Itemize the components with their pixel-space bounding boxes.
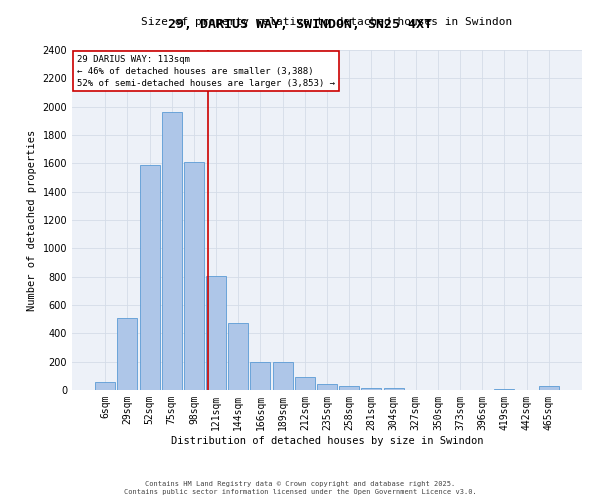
- Bar: [118, 318, 137, 390]
- Y-axis label: Number of detached properties: Number of detached properties: [27, 130, 37, 310]
- Title: Size of property relative to detached houses in Swindon: Size of property relative to detached ho…: [142, 17, 512, 27]
- Bar: [272, 362, 293, 390]
- Text: 29, DARIUS WAY, SWINDON, SN25 4XT: 29, DARIUS WAY, SWINDON, SN25 4XT: [168, 18, 432, 30]
- X-axis label: Distribution of detached houses by size in Swindon: Distribution of detached houses by size …: [171, 436, 483, 446]
- Bar: [184, 162, 204, 390]
- Bar: [317, 384, 337, 390]
- Text: Contains HM Land Registry data © Crown copyright and database right 2025.
Contai: Contains HM Land Registry data © Crown c…: [124, 481, 476, 495]
- Bar: [250, 362, 271, 390]
- Bar: [339, 386, 359, 390]
- Bar: [140, 165, 160, 390]
- Bar: [539, 386, 559, 390]
- Text: 29 DARIUS WAY: 113sqm
← 46% of detached houses are smaller (3,388)
52% of semi-d: 29 DARIUS WAY: 113sqm ← 46% of detached …: [77, 55, 335, 88]
- Bar: [206, 276, 226, 390]
- Bar: [95, 382, 115, 390]
- Bar: [361, 388, 382, 390]
- Bar: [162, 112, 182, 390]
- Bar: [383, 388, 404, 390]
- Bar: [295, 378, 315, 390]
- Bar: [228, 322, 248, 390]
